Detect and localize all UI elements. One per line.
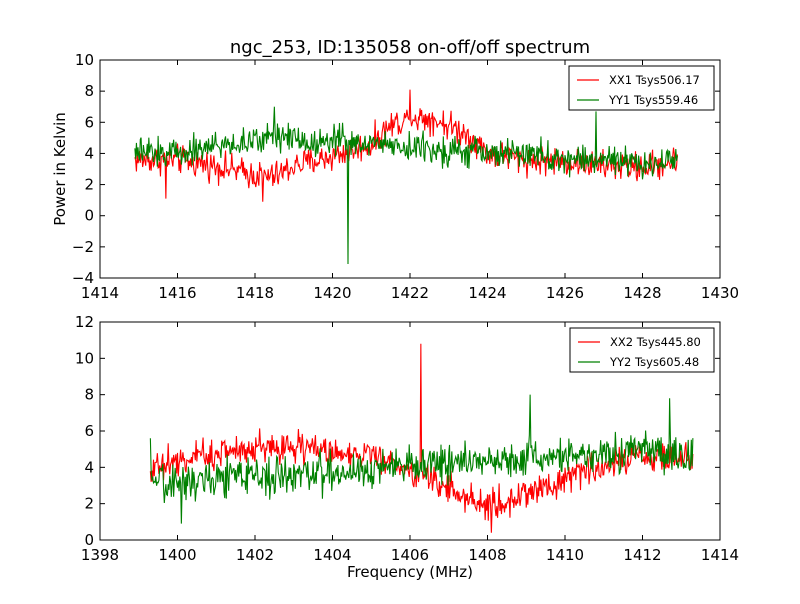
legend: XX2 Tsys445.80 YY2 Tsys605.48: [569, 327, 715, 373]
x-tick-label: 1428: [623, 284, 661, 302]
y-tick-label: 4: [84, 144, 94, 162]
x-tick-label: 1430: [701, 284, 739, 302]
x-tick-label: 1422: [391, 284, 429, 302]
y-tick-label: 4: [84, 458, 94, 476]
y-tick-label: 6: [84, 422, 94, 440]
x-tick-label: 1414: [701, 546, 739, 564]
legend-box: [568, 65, 715, 111]
y-tick-label: 0: [84, 531, 94, 549]
legend-box: [569, 327, 715, 373]
legend-entry: XX1 Tsys506.17: [609, 73, 700, 87]
x-tick-label: 1402: [236, 546, 274, 564]
y-tick-label: 10: [75, 51, 94, 69]
x-tick-label: 1418: [236, 284, 274, 302]
y-tick-label: 2: [84, 176, 94, 194]
x-tick-label: 1412: [623, 546, 661, 564]
x-tick-label: 1400: [158, 546, 196, 564]
legend-entry: XX2 Tsys445.80: [610, 335, 701, 349]
y-tick-label: 8: [84, 386, 94, 404]
y-tick-label: 2: [84, 495, 94, 513]
top-y-axis-label: Power in Kelvin: [51, 112, 69, 226]
x-tick-label: 1424: [468, 284, 506, 302]
y-tick-label: 0: [84, 207, 94, 225]
y-tick-label: 8: [84, 82, 94, 100]
x-tick-label: 1426: [546, 284, 584, 302]
y-tick-label: 10: [75, 349, 94, 367]
bottom-panel: 1398 1400 1402 1404 1406 1408 1410 1412 1414 0 2 4 6…: [75, 313, 739, 564]
y-tick-label: −2: [72, 238, 94, 256]
x-tick-label: 1410: [546, 546, 584, 564]
y-tick-label: −4: [72, 269, 94, 287]
top-panel: 1414 1416 1418 1420 1422 1424 1426 1428 1430 −4 −2…: [72, 51, 739, 302]
series-line-yy2: [149, 394, 694, 524]
series-line-yy1: [134, 106, 678, 264]
y-tick-label: 6: [84, 113, 94, 131]
legend-entry: YY2 Tsys605.48: [609, 355, 699, 369]
chart-title: ngc_253, ID:135058 on-off/off spectrum: [230, 37, 590, 58]
x-tick-label: 1416: [158, 284, 196, 302]
x-tick-label: 1406: [391, 546, 429, 564]
legend: XX1 Tsys506.17 YY1 Tsys559.46: [568, 65, 715, 111]
legend-entry: YY1 Tsys559.46: [608, 93, 698, 107]
y-tick-label: 12: [75, 313, 94, 331]
x-tick-label: 1408: [468, 546, 506, 564]
x-tick-label: 1398: [81, 546, 119, 564]
x-tick-label: 1420: [313, 284, 351, 302]
x-tick-label: 1404: [313, 546, 351, 564]
bottom-x-axis-label: Frequency (MHz): [347, 563, 473, 581]
x-tick-label: 1414: [81, 284, 119, 302]
